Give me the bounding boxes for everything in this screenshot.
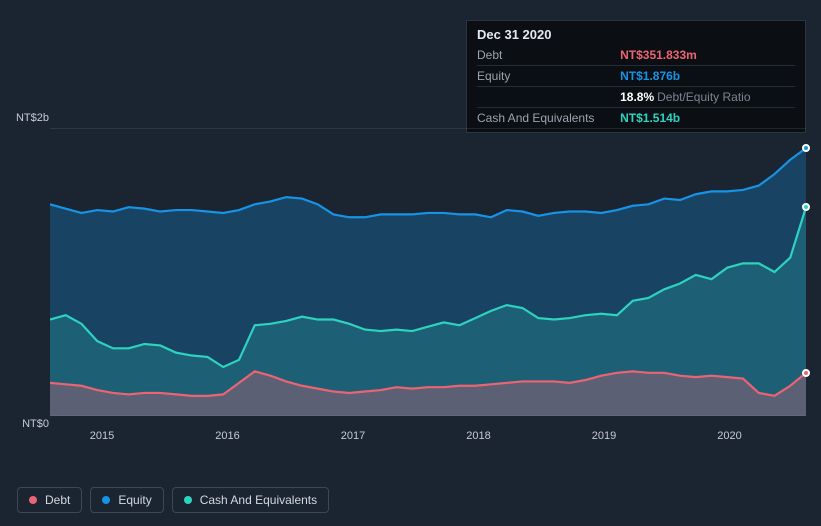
legend-item-debt[interactable]: Debt (17, 487, 82, 513)
chart-container: NT$2b NT$0 2015 2016 2017 2018 2019 2020 (15, 120, 806, 476)
legend-dot-icon (29, 496, 37, 504)
legend-label: Equity (118, 493, 151, 507)
legend-label: Debt (45, 493, 70, 507)
legend-item-cash[interactable]: Cash And Equivalents (172, 487, 329, 513)
legend-dot-icon (184, 496, 192, 504)
tooltip-row-label: Debt (477, 45, 620, 66)
tooltip-date: Dec 31 2020 (477, 27, 795, 42)
chart-svg (50, 128, 806, 416)
tooltip-table: Debt NT$351.833m Equity NT$1.876b 18.8%D… (477, 45, 795, 128)
tooltip-row-value: NT$1.876b (620, 66, 795, 87)
legend-dot-icon (102, 496, 110, 504)
x-tick: 2017 (341, 430, 365, 442)
chart-tooltip: Dec 31 2020 Debt NT$351.833m Equity NT$1… (466, 20, 806, 133)
x-tick: 2016 (215, 430, 239, 442)
tooltip-row-value: NT$351.833m (620, 45, 795, 66)
legend-item-equity[interactable]: Equity (90, 487, 163, 513)
x-tick: 2019 (592, 430, 616, 442)
x-tick: 2015 (90, 430, 114, 442)
chart-legend: Debt Equity Cash And Equivalents (17, 487, 329, 513)
tooltip-ratio-label: Debt/Equity Ratio (657, 90, 750, 104)
tooltip-ratio-value: 18.8% (620, 90, 654, 104)
x-axis: 2015 2016 2017 2018 2019 2020 (50, 430, 806, 442)
y-axis-label-bottom: NT$0 (22, 418, 49, 430)
legend-label: Cash And Equivalents (200, 493, 317, 507)
chart-plot[interactable] (50, 128, 806, 416)
tooltip-ratio-cell: 18.8%Debt/Equity Ratio (620, 87, 795, 108)
x-tick: 2020 (717, 430, 741, 442)
y-axis-label-top: NT$2b (16, 112, 49, 124)
tooltip-ratio-empty (477, 87, 620, 108)
x-tick: 2018 (466, 430, 490, 442)
tooltip-row-label: Equity (477, 66, 620, 87)
